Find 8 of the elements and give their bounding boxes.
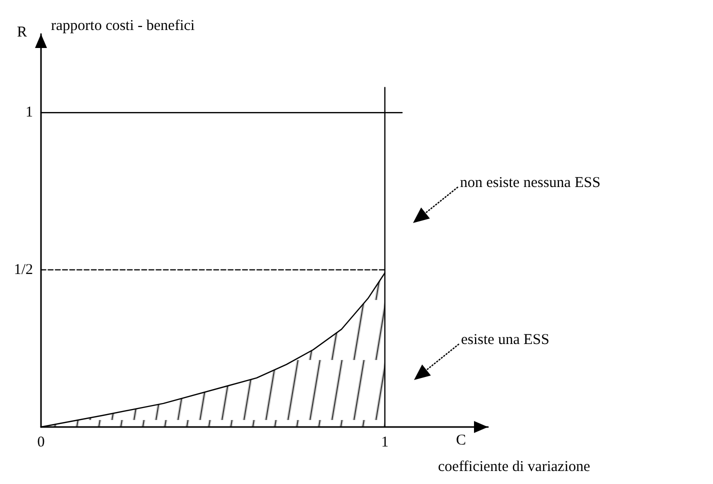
- annotation: non esiste nessuna ESS: [460, 175, 600, 191]
- y-tick-label: 1/2: [14, 262, 33, 278]
- y-axis-title: R: [16, 24, 27, 40]
- annotation: esiste una ESS: [461, 332, 550, 348]
- x-axis-title: C: [456, 432, 466, 448]
- text: coefficiente di variazione: [438, 459, 590, 475]
- annotation: rapporto costi - benefici: [51, 18, 195, 34]
- x-tick-label: 0: [37, 434, 45, 450]
